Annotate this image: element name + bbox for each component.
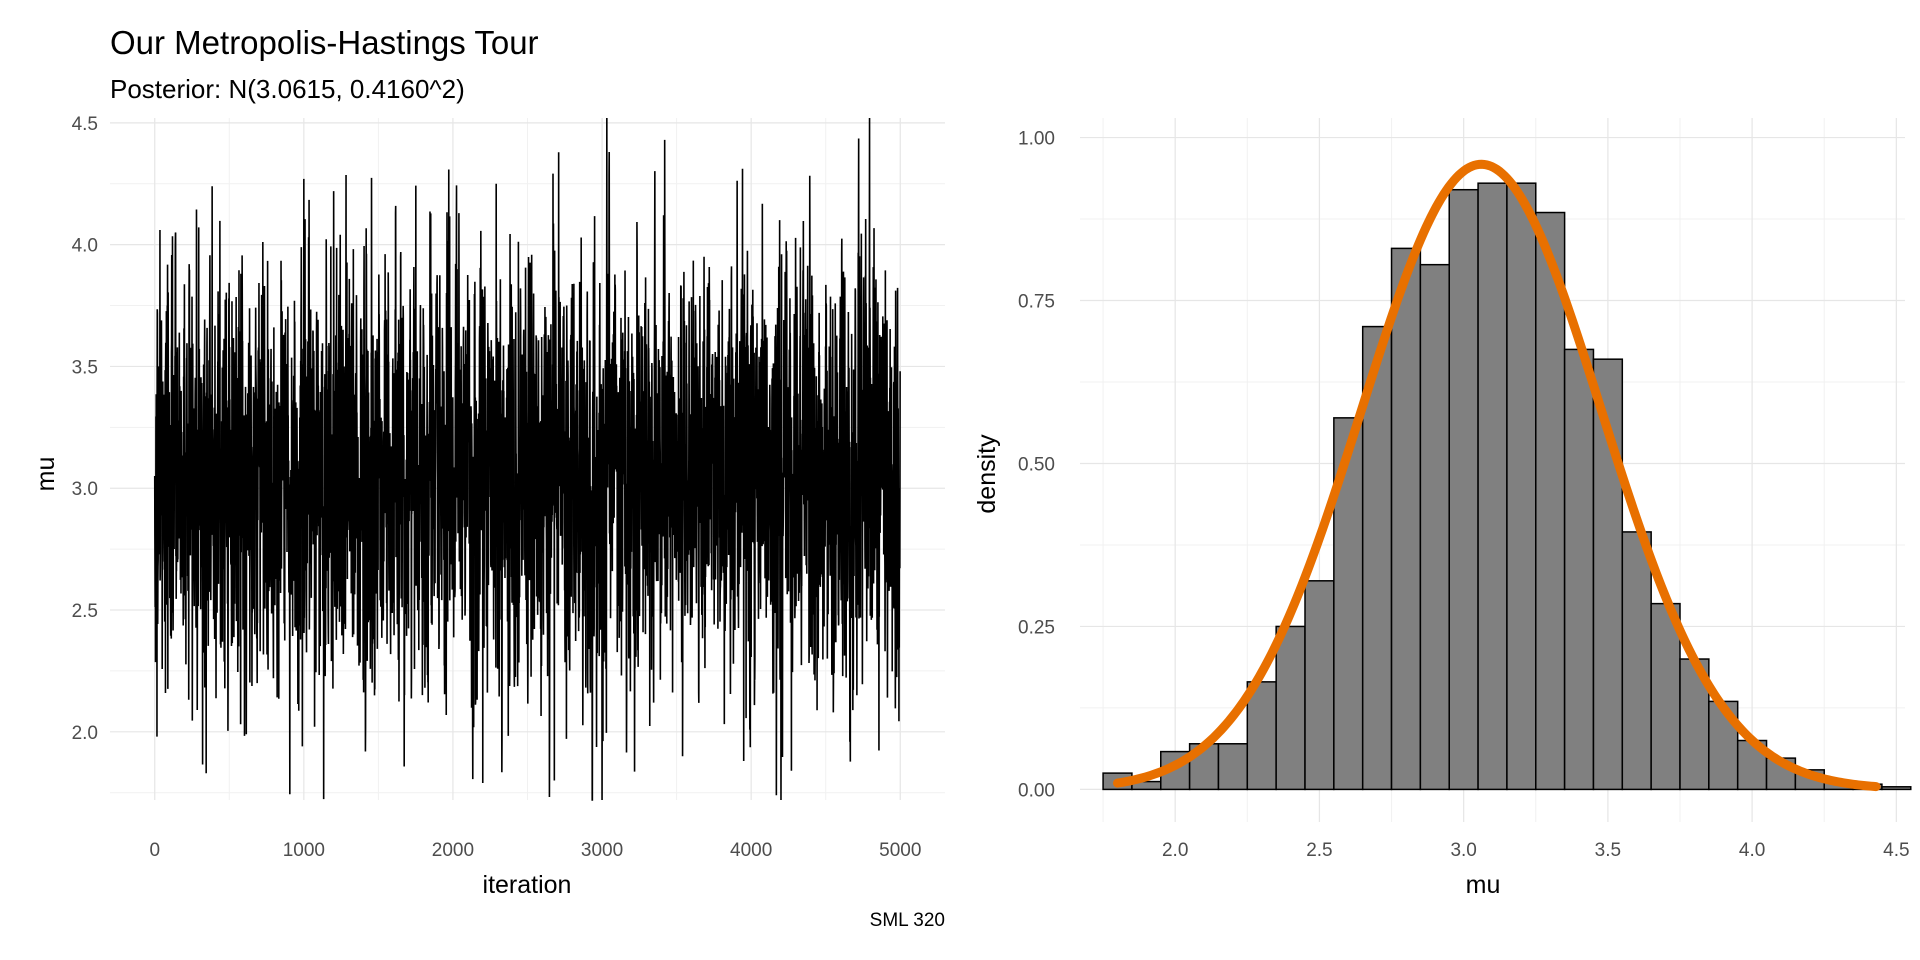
y-tick-label: 0.25	[1018, 617, 1055, 638]
histogram-bar	[1650, 602, 1681, 791]
histogram-bar	[1477, 182, 1508, 791]
histogram-bars	[1102, 182, 1912, 791]
histogram-bar	[1217, 743, 1249, 791]
histogram-bar	[1304, 580, 1335, 791]
trace-y-ticks: 2.0 2.5 3.0 3.5 4.0 4.5	[72, 114, 98, 744]
y-tick-label: 2.0	[72, 723, 98, 744]
histogram-bar	[1881, 786, 1912, 791]
histogram-bar	[1246, 681, 1277, 791]
chart-subtitle: Posterior: N(3.0615, 0.4160^2)	[110, 74, 465, 104]
histogram-bar	[1448, 188, 1479, 791]
histogram-bar	[1506, 182, 1537, 791]
trace-line	[153, 117, 901, 801]
chart-title: Our Metropolis-Hastings Tour	[110, 24, 539, 61]
y-tick-label: 1.00	[1018, 129, 1055, 150]
trace-x-ticks: 0 1000 2000 3000 4000 5000	[149, 840, 921, 861]
x-tick-label: 4.5	[1883, 840, 1909, 861]
normal-density-curve	[1113, 159, 1881, 792]
histogram-x-axis-title: mu	[1466, 871, 1501, 899]
histogram-bar	[1563, 348, 1595, 791]
histogram-y-axis-title: density	[973, 434, 1001, 514]
histogram-bar	[1535, 211, 1566, 791]
y-tick-label: 0.50	[1018, 454, 1055, 475]
x-tick-label: 2.5	[1306, 840, 1332, 861]
y-tick-label: 4.0	[72, 236, 98, 257]
x-tick-label: 4000	[730, 840, 772, 861]
x-tick-label: 2.0	[1162, 840, 1188, 861]
histogram-y-ticks: 0.00 0.25 0.50 0.75 1.00	[1018, 129, 1055, 802]
histogram-x-ticks: 2.0 2.5 3.0 3.5 4.0 4.5	[1162, 840, 1910, 861]
y-tick-label: 0.00	[1018, 780, 1055, 801]
histogram-bar	[1275, 625, 1306, 791]
y-tick-label: 3.0	[72, 479, 98, 500]
histogram-panel: 2.0 2.5 3.0 3.5 4.0 4.5 0.000.250.500.751.00 …	[973, 118, 1912, 899]
trace-y-axis-title: mu	[32, 457, 60, 492]
trace-plot-panel: 0 1000 2000 3000 4000 5000 2.0 2.5 3.0 3.5 4.0 4.5…	[32, 114, 945, 899]
y-tick-label: 4.5	[72, 114, 98, 135]
histogram-bar	[1419, 263, 1450, 791]
x-tick-label: 3000	[581, 840, 623, 861]
chart-caption: SML 320	[869, 910, 945, 931]
x-tick-label: 1000	[283, 840, 325, 861]
histogram-bar	[1390, 247, 1422, 791]
x-tick-label: 0	[149, 840, 160, 861]
x-tick-label: 5000	[879, 840, 921, 861]
x-tick-label: 3.5	[1595, 840, 1621, 861]
x-tick-label: 4.0	[1739, 840, 1765, 861]
histogram-bar	[1361, 325, 1393, 791]
y-tick-label: 0.75	[1018, 292, 1055, 313]
x-tick-label: 3.0	[1450, 840, 1476, 861]
trace-x-axis-title: iteration	[483, 871, 572, 899]
y-tick-label: 2.5	[72, 601, 98, 622]
x-tick-label: 2000	[432, 840, 474, 861]
y-tick-label: 3.5	[72, 357, 98, 378]
histogram-bar	[1621, 531, 1652, 791]
